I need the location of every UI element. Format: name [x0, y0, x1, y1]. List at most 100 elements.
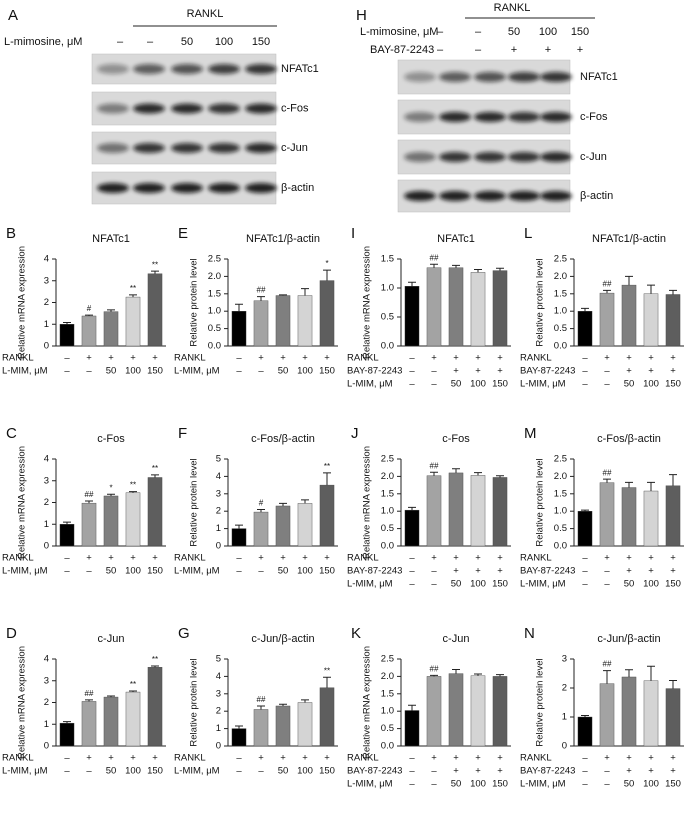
significance-label: **	[152, 260, 158, 269]
y-tick-label: 0	[44, 741, 49, 752]
bar	[643, 490, 659, 547]
y-axis-label: Relative protein level	[189, 458, 200, 546]
condition-value: +	[475, 353, 481, 364]
condition-label: L-MIM, μM	[2, 566, 48, 577]
y-tick-label: 0.5	[554, 523, 567, 534]
y-tick-label: 1.0	[208, 306, 221, 317]
condition-value: 150	[147, 766, 163, 777]
condition-value: 50	[181, 36, 193, 48]
y-tick-label: 0	[216, 741, 221, 752]
significance-label: **	[324, 666, 330, 675]
y-tick-label: 1.5	[208, 288, 221, 299]
y-tick-label: 2.0	[554, 271, 567, 282]
bar	[404, 509, 420, 547]
bar	[253, 300, 269, 347]
condition-value: –	[582, 779, 588, 790]
condition-value: +	[648, 366, 654, 377]
error-bar	[430, 674, 438, 677]
error-bar	[279, 294, 287, 296]
bar	[253, 709, 269, 747]
condition-value: +	[431, 353, 437, 364]
blot-band	[133, 103, 165, 114]
chart-title: NFATc1	[92, 233, 130, 245]
y-axis-label: Relative mRNA expression	[362, 446, 373, 559]
condition-value: +	[497, 353, 503, 364]
condition-value: +	[626, 766, 632, 777]
condition-value: +	[604, 553, 610, 564]
blot-band	[97, 103, 129, 114]
condition-value: 150	[492, 779, 508, 790]
error-bar	[474, 268, 482, 273]
blot-band	[245, 183, 277, 193]
bar	[319, 687, 335, 747]
condition-value: +	[130, 353, 136, 364]
y-tick-label: 1.0	[554, 506, 567, 517]
bar	[297, 295, 313, 347]
condition-value: –	[258, 766, 264, 777]
error-bar	[257, 296, 265, 301]
blot-band	[97, 183, 129, 193]
condition-value: –	[604, 579, 610, 590]
condition-value: +	[453, 566, 459, 577]
blot-band	[474, 152, 506, 162]
condition-value: –	[604, 766, 610, 777]
condition-value: 150	[252, 36, 270, 48]
condition-value: 100	[125, 366, 141, 377]
band-label: c-Fos	[580, 111, 608, 123]
bar	[103, 696, 119, 747]
y-tick-label: 0.5	[381, 523, 394, 534]
y-axis-label: Relative mRNA expression	[362, 646, 373, 759]
bar	[643, 293, 659, 347]
bar	[125, 691, 141, 747]
panel-letter: M	[524, 425, 537, 442]
error-bar	[63, 521, 71, 525]
condition-label: RANKL	[174, 753, 206, 764]
condition-value: –	[431, 366, 437, 377]
significance-label: ##	[85, 689, 94, 698]
bar	[448, 673, 464, 747]
condition-label: L-MIM, μM	[174, 766, 220, 777]
y-tick-label: 2	[216, 506, 221, 517]
y-tick-label: 2.5	[381, 454, 394, 465]
condition-label: BAY-87-2243	[347, 366, 402, 377]
significance-label: #	[259, 499, 264, 508]
condition-label: RANKL	[174, 553, 206, 564]
panel-letter: E	[178, 225, 188, 242]
y-tick-label: 1.0	[381, 283, 394, 294]
condition-value: –	[86, 366, 92, 377]
blot-band	[133, 183, 165, 193]
condition-value: +	[280, 753, 286, 764]
condition-label: BAY-87-2243	[520, 566, 575, 577]
condition-value: 150	[665, 579, 681, 590]
condition-value: –	[409, 753, 415, 764]
error-bar	[323, 269, 331, 281]
condition-value: +	[497, 366, 503, 377]
condition-value: +	[670, 353, 676, 364]
error-bar	[452, 468, 460, 473]
bar	[81, 315, 97, 347]
condition-value: 150	[147, 566, 163, 577]
error-bar	[625, 481, 633, 488]
error-bar	[496, 267, 504, 271]
panel-letter: H	[356, 7, 367, 24]
y-tick-label: 0	[216, 541, 221, 552]
condition-value: –	[64, 753, 70, 764]
bar	[621, 284, 637, 347]
bar	[665, 294, 681, 347]
condition-label: L-mimosine, μM	[4, 36, 82, 48]
error-bar	[63, 721, 71, 724]
error-bar	[85, 500, 93, 504]
y-tick-label: 1.5	[381, 688, 394, 699]
condition-value: +	[626, 553, 632, 564]
bar	[492, 270, 508, 347]
condition-value: –	[236, 353, 242, 364]
error-bar	[408, 281, 416, 287]
bar	[81, 502, 97, 547]
bar	[426, 267, 442, 347]
condition-value: +	[648, 353, 654, 364]
condition-value: +	[475, 366, 481, 377]
error-bar	[647, 665, 655, 681]
y-tick-label: 1.0	[381, 506, 394, 517]
significance-label: ##	[85, 490, 94, 499]
condition-value: –	[582, 766, 588, 777]
